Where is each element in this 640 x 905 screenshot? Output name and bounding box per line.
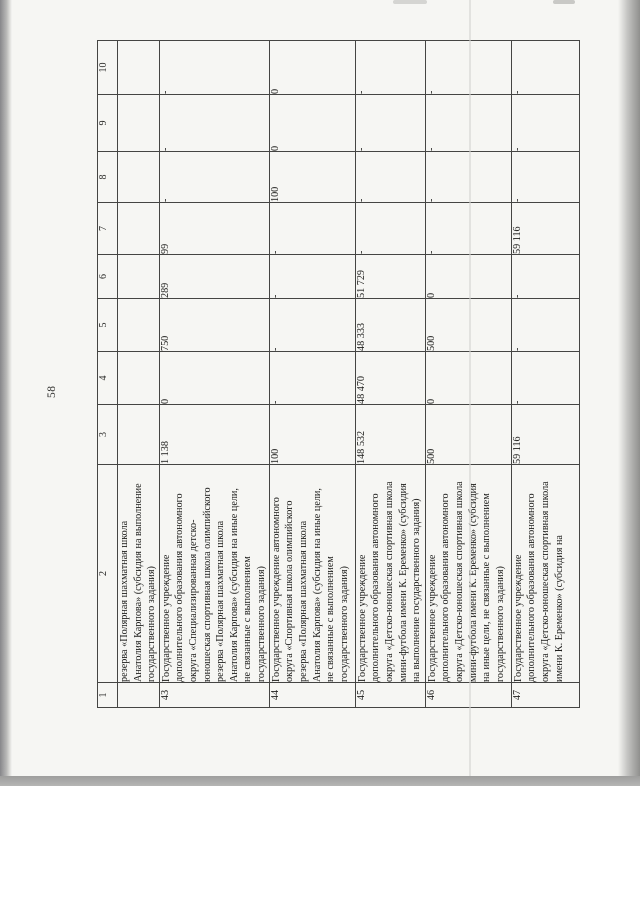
column-header-cell: 6: [97, 254, 118, 299]
value-cell: 750: [159, 298, 270, 352]
value-cell: 0: [159, 351, 270, 405]
value-cell: -: [355, 94, 426, 152]
value-cell: -: [159, 151, 270, 203]
value-cell: -: [269, 298, 356, 352]
institution-name-cell: Государственное учреждение автономного о…: [269, 464, 356, 683]
value-cell: -: [269, 202, 356, 255]
value-cell: [117, 202, 160, 255]
value-cell: 99: [159, 202, 270, 255]
institution-name-cell: Государственное учреждение дополнительно…: [355, 464, 426, 683]
scan-bottom-shadow: [0, 776, 640, 786]
table-row: резерва «Полярная шахматная школа Анатол…: [117, 40, 160, 708]
value-cell: -: [269, 254, 356, 299]
value-cell: 59 116: [511, 202, 580, 255]
value-cell: -: [511, 254, 580, 299]
column-header-cell: 5: [97, 298, 118, 352]
scanned-page: 58 1 2 3 4 5 6 7 8 9 10 резерва «Полярная шахматн…: [0, 0, 640, 776]
scan-edge-left: [0, 0, 12, 776]
value-cell: -: [355, 40, 426, 95]
table-row: 47 Государственное учреждение дополнитель…: [511, 40, 580, 708]
value-cell: 148 532: [355, 404, 426, 465]
institution-name-cell: Государственное учреждение дополнительно…: [159, 464, 270, 683]
value-cell: -: [511, 40, 580, 95]
value-cell: 59 116: [511, 404, 580, 465]
column-header-cell: 4: [97, 351, 118, 405]
value-cell: [117, 254, 160, 299]
row-number-cell: 45: [355, 682, 426, 708]
value-cell: 100: [269, 151, 356, 203]
row-number-cell: 43: [159, 682, 270, 708]
row-number-cell: [117, 682, 160, 708]
value-cell: -: [355, 151, 426, 203]
value-cell: -: [511, 151, 580, 203]
table-row: 44 Государственное учреждение автономного…: [269, 40, 356, 708]
table-row: 45 Государственное учреждение дополнитель…: [355, 40, 426, 708]
value-cell: -: [159, 40, 270, 95]
rotated-landscape-content: 58 1 2 3 4 5 6 7 8 9 10 резерва «Полярная шахматн…: [8, 1, 632, 776]
value-cell: -: [511, 351, 580, 405]
value-cell: -: [355, 202, 426, 255]
row-number-cell: 47: [511, 682, 580, 708]
column-header-cell: 3: [97, 404, 118, 465]
column-header-cell: 10: [97, 40, 118, 95]
value-cell: 51 729: [355, 254, 426, 299]
scan-smudge: [393, 0, 427, 4]
value-cell: 100: [269, 404, 356, 465]
table-row: 43 Государственное учреждение дополнитель…: [159, 40, 270, 708]
value-cell: -: [159, 94, 270, 152]
row-number-cell: 44: [269, 682, 356, 708]
table-header-row: 1 2 3 4 5 6 7 8 9 10: [97, 40, 118, 708]
scan-edge-right: [618, 0, 640, 776]
column-header-cell: 7: [97, 202, 118, 255]
institution-name-cell: резерва «Полярная шахматная школа Анатол…: [117, 464, 160, 683]
value-cell: -: [511, 298, 580, 352]
value-cell: [117, 151, 160, 203]
value-cell: -: [511, 94, 580, 152]
budget-table: 1 2 3 4 5 6 7 8 9 10 резерва «Полярная шахматная …: [97, 40, 580, 708]
value-cell: 48 333: [355, 298, 426, 352]
column-header-cell: 8: [97, 151, 118, 203]
column-header-cell: 2: [97, 464, 118, 683]
value-cell: 0: [269, 94, 356, 152]
value-cell: 48 470: [355, 351, 426, 405]
value-cell: [117, 351, 160, 405]
value-cell: 0: [269, 40, 356, 95]
column-header-cell: 1: [97, 682, 118, 708]
value-cell: [117, 94, 160, 152]
scan-smudge: [553, 0, 575, 4]
scan-fold-line: [469, 0, 471, 776]
value-cell: [117, 40, 160, 95]
page-number: 58: [46, 385, 58, 399]
institution-name-cell: Государственное учреждение дополнительно…: [511, 464, 580, 683]
value-cell: [117, 404, 160, 465]
value-cell: 1 138: [159, 404, 270, 465]
value-cell: 289: [159, 254, 270, 299]
value-cell: -: [269, 351, 356, 405]
column-header-cell: 9: [97, 94, 118, 152]
value-cell: [117, 298, 160, 352]
